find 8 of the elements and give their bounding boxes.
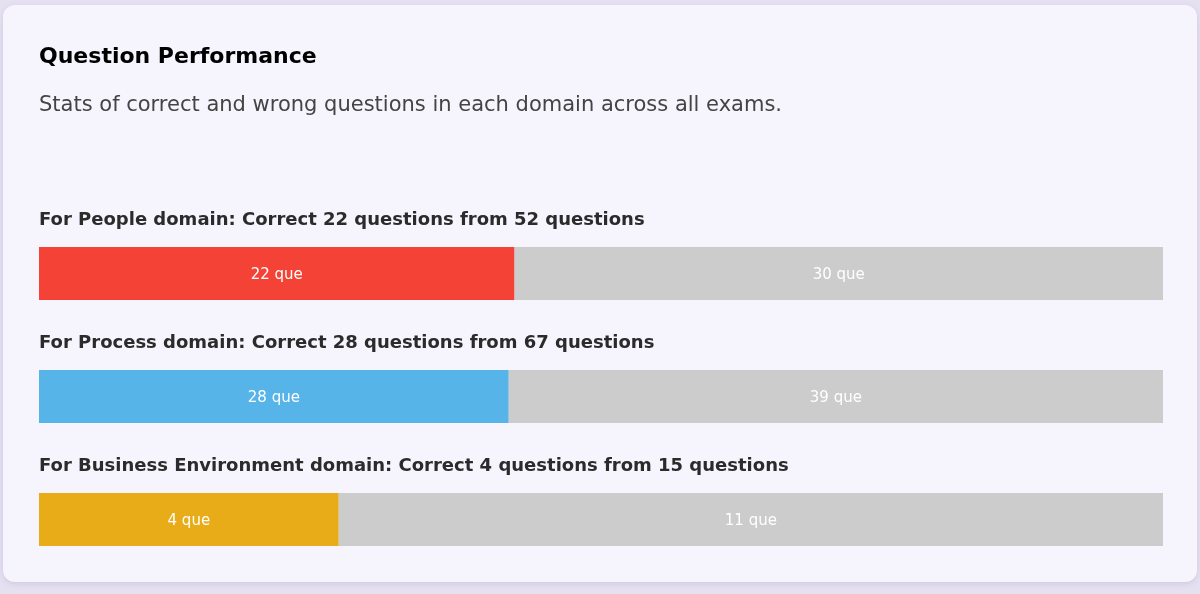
- data-label: 22 que: [250, 264, 303, 283]
- chart-title: Question Performance: [39, 43, 318, 69]
- y-tick-label: For Business Environment domain: Correct 4 questions from 15 questions: [39, 453, 790, 477]
- data-label: 28 que: [247, 387, 300, 406]
- chart-subtitle: Stats of correct and wrong questions in each domain across all exams.: [39, 91, 784, 118]
- data-label: 4 que: [167, 510, 211, 529]
- y-tick-label: For Process domain: Correct 28 questions from 67 questions: [39, 330, 656, 354]
- y-tick-label: For People domain: Correct 22 questions from 52 questions: [39, 207, 646, 231]
